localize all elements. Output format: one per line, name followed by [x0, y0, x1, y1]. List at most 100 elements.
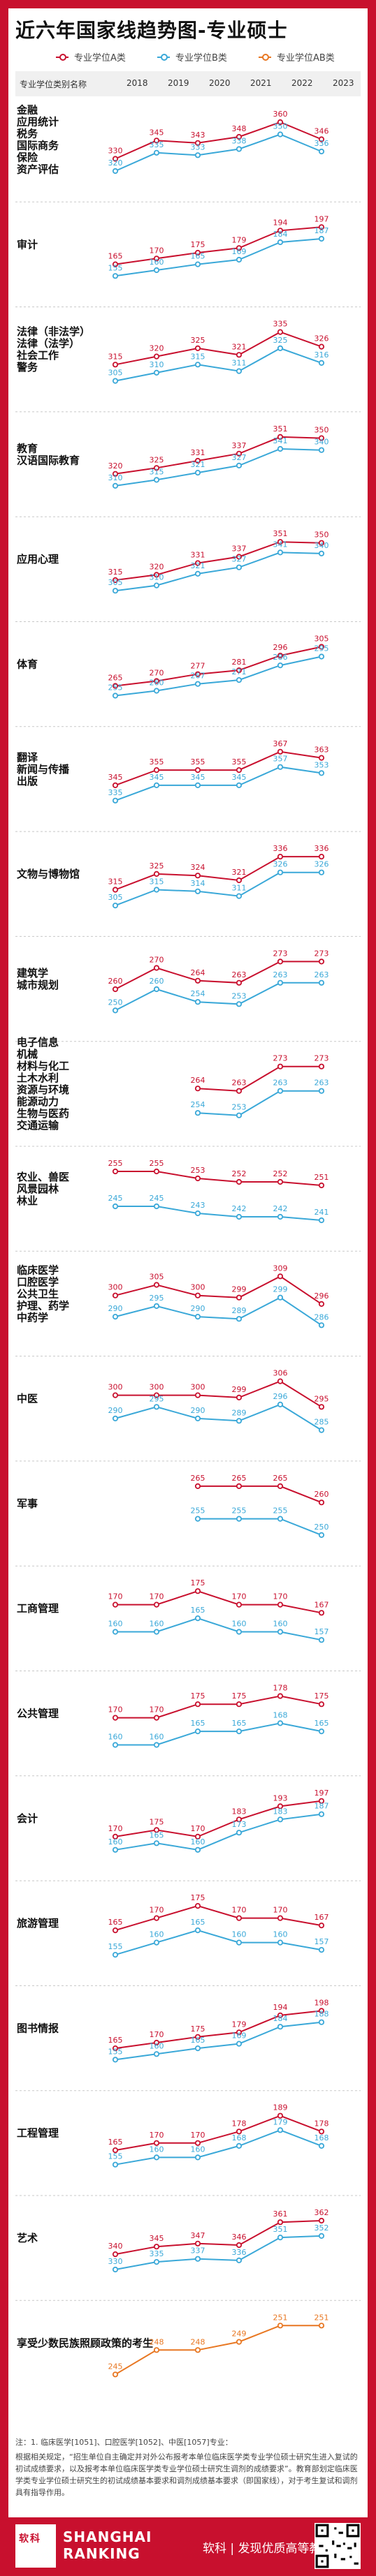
- data-label: 175: [191, 1692, 205, 1701]
- data-point: [194, 1833, 201, 1840]
- data-point: [153, 688, 160, 694]
- data-point: [153, 678, 160, 684]
- data-label: 343: [191, 131, 205, 140]
- data-label: 175: [191, 2024, 205, 2034]
- data-label: 267: [191, 672, 205, 681]
- series-line-b: [115, 1296, 322, 1326]
- data-point: [318, 235, 325, 242]
- data-point: [112, 683, 119, 689]
- data-point: [318, 979, 325, 986]
- series-line-a: [115, 1800, 322, 1837]
- data-label: 326: [314, 860, 329, 869]
- data-label: 263: [273, 970, 288, 979]
- data-point: [153, 2347, 160, 2353]
- panel-category-label: 税务: [17, 128, 38, 140]
- data-point: [153, 1939, 160, 1946]
- data-label: 296: [314, 1291, 329, 1301]
- panel-category-label: 体育: [17, 658, 38, 671]
- data-label: 255: [191, 1507, 205, 1516]
- chart-panel-14: 军事 265 265 265 260 255 255 255 250: [15, 1460, 361, 1538]
- data-label: 245: [108, 1194, 123, 1203]
- data-point: [112, 797, 119, 804]
- data-point: [236, 1483, 243, 1489]
- data-label: 187: [314, 1802, 329, 1811]
- data-label: 160: [232, 1930, 247, 1939]
- data-point: [277, 1178, 284, 1185]
- data-point: [153, 1601, 160, 1608]
- data-label: 315: [108, 878, 123, 887]
- page-title: 近六年国家线趋势图-专业硕士: [15, 19, 288, 42]
- panel-category-label: 资源与环境: [17, 1083, 69, 1096]
- series-line-a: [115, 541, 322, 581]
- data-label: 165: [191, 1606, 205, 1615]
- data-point: [318, 343, 325, 350]
- footnote: 注：1. 临床医学[1051]、口腔医学[1052]、中医[1057]专业： 根…: [15, 2436, 361, 2501]
- panel-category-label: 法律（非法学）: [17, 325, 90, 338]
- data-label: 170: [191, 2131, 205, 2140]
- data-label: 160: [150, 1930, 164, 1939]
- series-line-a: [115, 1171, 322, 1186]
- data-label: 175: [191, 1578, 205, 1587]
- data-label: 168: [232, 2133, 247, 2142]
- data-point: [318, 1088, 325, 1094]
- data-label: 345: [150, 773, 164, 782]
- data-label: 170: [108, 1824, 123, 1833]
- data-point: [194, 1729, 201, 1735]
- data-label: 341: [273, 540, 288, 549]
- data-point: [277, 1816, 284, 1823]
- shanghai-ranking-logo-icon: 软科: [15, 2524, 56, 2568]
- data-label: 160: [150, 1620, 164, 1629]
- data-label: 336: [232, 2248, 247, 2257]
- panel-category-label: 公共卫生: [17, 1287, 59, 1300]
- legend-label-b: 专业学位B类: [175, 53, 227, 64]
- data-label: 170: [108, 1705, 123, 1715]
- data-point: [194, 1175, 201, 1182]
- series-line-b: [115, 1403, 322, 1431]
- chart-panel-17: 会计 170 175 170 183 193 197 160 165 160 173 183 187: [15, 1775, 361, 1853]
- data-point: [112, 156, 119, 162]
- panel-category-label: 护理、药学: [17, 1299, 69, 1312]
- data-point: [153, 2051, 160, 2057]
- data-point: [112, 2045, 119, 2052]
- data-label: 367: [273, 739, 288, 748]
- data-label: 353: [314, 760, 329, 769]
- data-point: [236, 450, 243, 457]
- data-label: 305: [108, 893, 123, 902]
- data-label: 184: [273, 230, 288, 239]
- data-point: [277, 748, 284, 755]
- panel-category-label: 中药学: [17, 1311, 48, 1324]
- data-point: [236, 2242, 243, 2249]
- data-label: 157: [314, 1937, 329, 1946]
- series-line-a: [115, 856, 321, 891]
- data-label: 187: [314, 226, 329, 235]
- data-point: [277, 434, 284, 441]
- brand-line-1: SHANGHAI: [63, 2529, 152, 2545]
- data-point: [112, 1415, 119, 1422]
- data-label: 250: [314, 1523, 329, 1532]
- data-label: 255: [273, 1507, 288, 1516]
- data-label: 286: [314, 1312, 329, 1322]
- panel-category-label: 机械: [17, 1048, 38, 1060]
- data-point: [153, 1915, 160, 1921]
- data-label: 352: [314, 2223, 329, 2233]
- panel-category-label: 土木水利: [17, 1072, 59, 1084]
- data-point: [112, 168, 119, 175]
- data-point: [112, 903, 119, 909]
- data-point: [112, 2057, 119, 2063]
- data-point: [194, 469, 201, 476]
- data-label: 260: [108, 977, 123, 986]
- data-point: [112, 2266, 119, 2273]
- data-label: 241: [314, 1208, 329, 1217]
- data-label: 345: [150, 2234, 164, 2243]
- panel-category-label: 风景园林: [17, 1183, 59, 1195]
- data-point: [194, 1314, 201, 1320]
- data-label: 253: [191, 1166, 205, 1175]
- data-label: 327: [232, 555, 247, 564]
- footnote-line-2: 根据相关规定，“招生单位自主确定并对外公布报考本单位临床医学类专业学位硕士研究生…: [15, 2452, 358, 2497]
- data-label: 251: [314, 1173, 329, 1182]
- data-point: [236, 554, 243, 560]
- data-point: [112, 1833, 119, 1840]
